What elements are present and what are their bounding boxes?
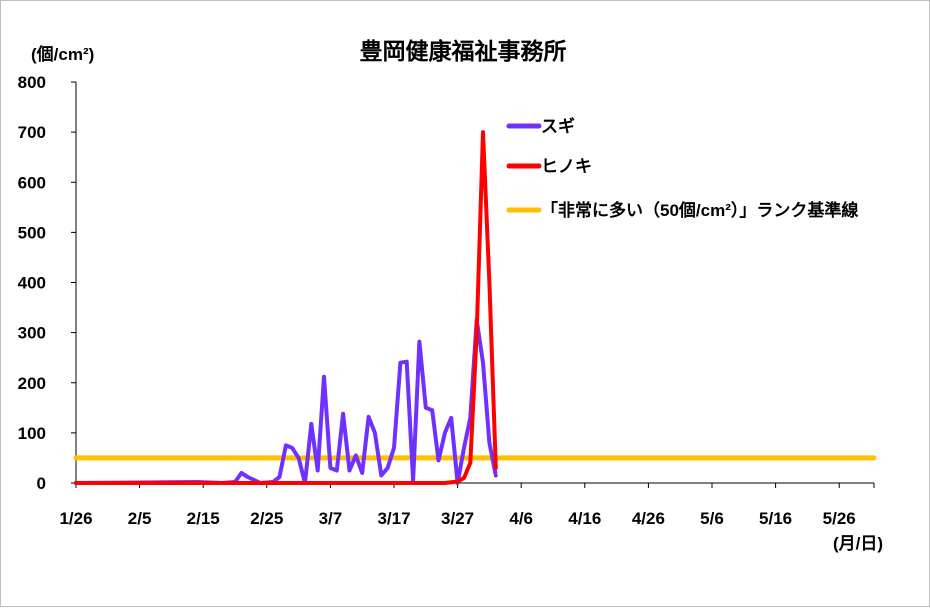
- y-tick-label: 500: [18, 223, 46, 242]
- x-tick-label: 3/7: [319, 509, 343, 528]
- series-line-hinoki: [74, 130, 498, 485]
- y-tick-label: 100: [18, 424, 46, 443]
- x-tick-label: 5/26: [823, 509, 856, 528]
- x-tick-label: 5/6: [700, 509, 724, 528]
- legend-label-reference: 「非常に多い（50個/cm²）」ランク基準線: [541, 200, 858, 220]
- y-tick-label: 600: [18, 173, 46, 192]
- series-layer: [73, 130, 877, 485]
- x-tick-label: 2/25: [250, 509, 283, 528]
- x-tick-label: 5/16: [759, 509, 792, 528]
- y-tick-label: 800: [18, 73, 46, 92]
- y-tick-label: 400: [18, 274, 46, 293]
- y-axis-unit-label: (個/cm²): [31, 44, 94, 64]
- x-tick-label: 4/16: [568, 509, 601, 528]
- x-tick-label: 2/15: [187, 509, 220, 528]
- x-tick-label: 4/6: [509, 509, 533, 528]
- x-tick-label: 3/27: [441, 509, 474, 528]
- x-tick-label: 1/26: [59, 509, 92, 528]
- x-tick-label: 2/5: [128, 509, 152, 528]
- x-tick-label: 3/17: [377, 509, 410, 528]
- y-tick-label: 0: [37, 474, 46, 493]
- y-tick-label: 200: [18, 374, 46, 393]
- legend-label-hinoki: ヒノキ: [541, 157, 592, 176]
- y-tick-label: 300: [18, 324, 46, 343]
- y-tick-label: 700: [18, 123, 46, 142]
- tick-labels: 0 100 200 300 400 500 600 700 800 1/26 2/5 2/15 2/25…: [18, 73, 856, 528]
- x-axis-unit-label: (月/日): [833, 534, 883, 553]
- x-tick-label: 4/26: [632, 509, 665, 528]
- chart-title: 豊岡健康福祉事務所: [360, 38, 567, 64]
- legend-label-sugi: スギ: [541, 117, 575, 136]
